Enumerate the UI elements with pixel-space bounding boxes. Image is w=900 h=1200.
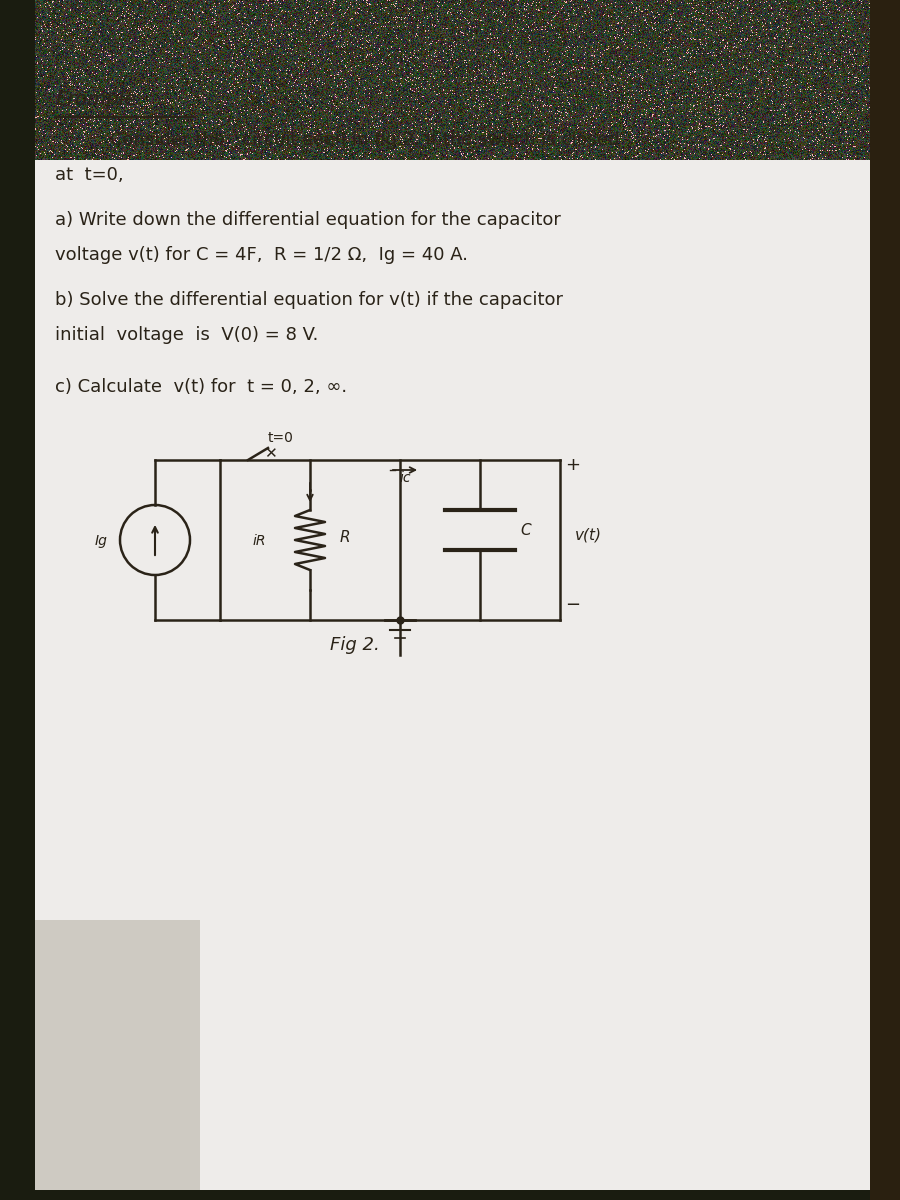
Text: at  t=0,: at t=0, bbox=[55, 166, 123, 184]
Text: ic: ic bbox=[400, 470, 411, 485]
Text: ✕: ✕ bbox=[264, 446, 277, 461]
Text: R: R bbox=[340, 530, 351, 545]
Text: +: + bbox=[565, 456, 580, 474]
Text: −: − bbox=[565, 596, 581, 614]
Text: v(t): v(t) bbox=[575, 528, 602, 542]
Text: Consider the   circuit seen in fig.2. If the switch is closed: Consider the circuit seen in fig.2. If t… bbox=[110, 131, 619, 149]
Text: Eromple: Eromple bbox=[55, 90, 136, 109]
Bar bbox=[0, 0, 35, 1200]
Text: initial  voltage  is  V(0) = 8 V.: initial voltage is V(0) = 8 V. bbox=[55, 326, 319, 344]
Text: C: C bbox=[520, 523, 531, 538]
Text: c) Calculate  v(t) for  t = 0, 2, ∞.: c) Calculate v(t) for t = 0, 2, ∞. bbox=[55, 378, 347, 396]
Text: iR: iR bbox=[253, 534, 266, 548]
Text: a) Write down the differential equation for the capacitor: a) Write down the differential equation … bbox=[55, 211, 561, 229]
Text: voltage v(t) for C = 4F,  R = 1/2 Ω,  Ig = 40 A.: voltage v(t) for C = 4F, R = 1/2 Ω, Ig =… bbox=[55, 246, 468, 264]
Text: Fig 2.: Fig 2. bbox=[330, 636, 380, 654]
Bar bbox=[35, 160, 870, 1190]
Bar bbox=[870, 0, 900, 1200]
Polygon shape bbox=[35, 920, 200, 1190]
Text: t=0: t=0 bbox=[268, 431, 294, 445]
Text: b) Solve the differential equation for v(t) if the capacitor: b) Solve the differential equation for v… bbox=[55, 290, 563, 308]
Text: Ig: Ig bbox=[95, 534, 108, 548]
